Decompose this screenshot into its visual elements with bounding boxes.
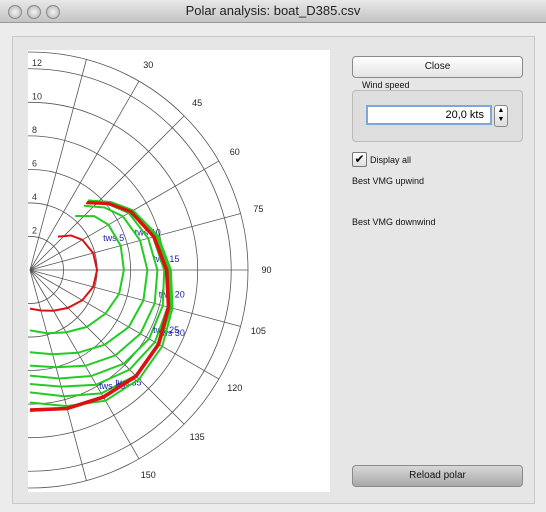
angle-line — [29, 269, 241, 327]
angle-label: 75 — [253, 204, 263, 214]
series-label: tws 30 — [159, 328, 185, 338]
r-tick-label: 10 — [32, 91, 42, 101]
angle-line — [29, 269, 87, 481]
polar-curve — [29, 234, 99, 312]
r-tick-label: 4 — [32, 192, 37, 202]
close-light[interactable] — [8, 5, 22, 19]
angle-line — [29, 59, 87, 271]
angle-line — [29, 80, 140, 271]
angle-label: 45 — [192, 98, 202, 108]
polar-curve — [29, 202, 169, 411]
angle-label: 105 — [251, 326, 266, 336]
stepper[interactable]: ▲ ▼ — [494, 105, 508, 127]
polar-curve — [29, 200, 171, 412]
angle-line — [29, 269, 185, 425]
angle-line — [29, 269, 140, 460]
r-tick-label: 2 — [32, 225, 37, 235]
plot-background — [28, 50, 330, 492]
best-vmg-upwind: Best VMG upwind — [352, 176, 425, 186]
display-all-label: Display all — [370, 155, 412, 165]
series-label: tws 5 — [103, 233, 124, 243]
reload-button[interactable]: Reload polar — [352, 465, 523, 487]
wind-speed-label: Wind speed — [362, 80, 410, 90]
close-button[interactable]: Close — [352, 56, 523, 78]
angle-line — [29, 213, 241, 271]
wind-speed-field[interactable]: 20,0 kts — [366, 105, 492, 125]
r-tick-label: 8 — [32, 125, 37, 135]
display-all-checkbox[interactable]: ✔ — [352, 152, 367, 167]
window-title: Polar analysis: boat_D385.csv — [185, 3, 361, 18]
angle-line — [29, 269, 220, 380]
r-tick-label: 12 — [32, 58, 42, 68]
best-vmg-downwind: Best VMG downwind — [352, 217, 436, 227]
zoom-light[interactable] — [46, 5, 60, 19]
polar-curve — [29, 215, 125, 335]
minimize-light[interactable] — [27, 5, 41, 19]
angle-line — [29, 115, 185, 271]
polar-chart: 24681012153045607590105120135150165tws 5… — [28, 50, 330, 492]
title-bar: Polar analysis: boat_D385.csv — [0, 0, 546, 23]
angle-label: 30 — [143, 60, 153, 70]
series-label: tws 40 — [99, 381, 125, 391]
angle-line — [29, 160, 220, 271]
angle-label: 60 — [230, 147, 240, 157]
angle-label: 150 — [141, 470, 156, 480]
r-tick-label: 6 — [32, 158, 37, 168]
polar-curve — [29, 199, 174, 408]
polar-curve — [29, 204, 149, 356]
series-label: tws 10 — [135, 228, 161, 238]
angle-label: 90 — [261, 265, 271, 275]
angle-label: 135 — [190, 432, 205, 442]
angle-label: 120 — [227, 383, 242, 393]
